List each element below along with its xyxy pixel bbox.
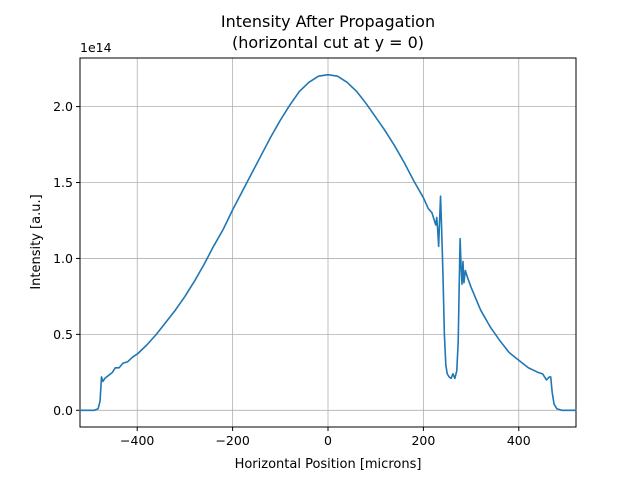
y-tick-label: 0.5 (53, 327, 73, 342)
x-axis-ticks: −400 −200 0 200 400 (120, 427, 531, 448)
x-tick-label: −400 (120, 433, 154, 448)
y-tick-label: 0.0 (53, 403, 73, 418)
y-offset-label: 1e14 (80, 40, 112, 55)
chart-title: Intensity After Propagation (221, 12, 435, 31)
intensity-series-line (79, 73, 577, 412)
y-tick-label: 1.5 (53, 175, 73, 190)
x-axis-label: Horizontal Position [microns] (235, 457, 422, 472)
y-axis-ticks: 0.0 0.5 1.0 1.5 2.0 (53, 99, 80, 418)
x-tick-label: 0 (324, 433, 332, 448)
x-tick-label: 200 (411, 433, 435, 448)
y-tick-label: 1.0 (53, 251, 73, 266)
x-tick-label: 400 (507, 433, 531, 448)
grid-lines (80, 58, 576, 427)
x-tick-label: −200 (215, 433, 249, 448)
y-tick-label: 2.0 (53, 99, 73, 114)
chart-subtitle: (horizontal cut at y = 0) (232, 33, 424, 52)
y-axis-label: Intensity [a.u.] (29, 194, 44, 289)
